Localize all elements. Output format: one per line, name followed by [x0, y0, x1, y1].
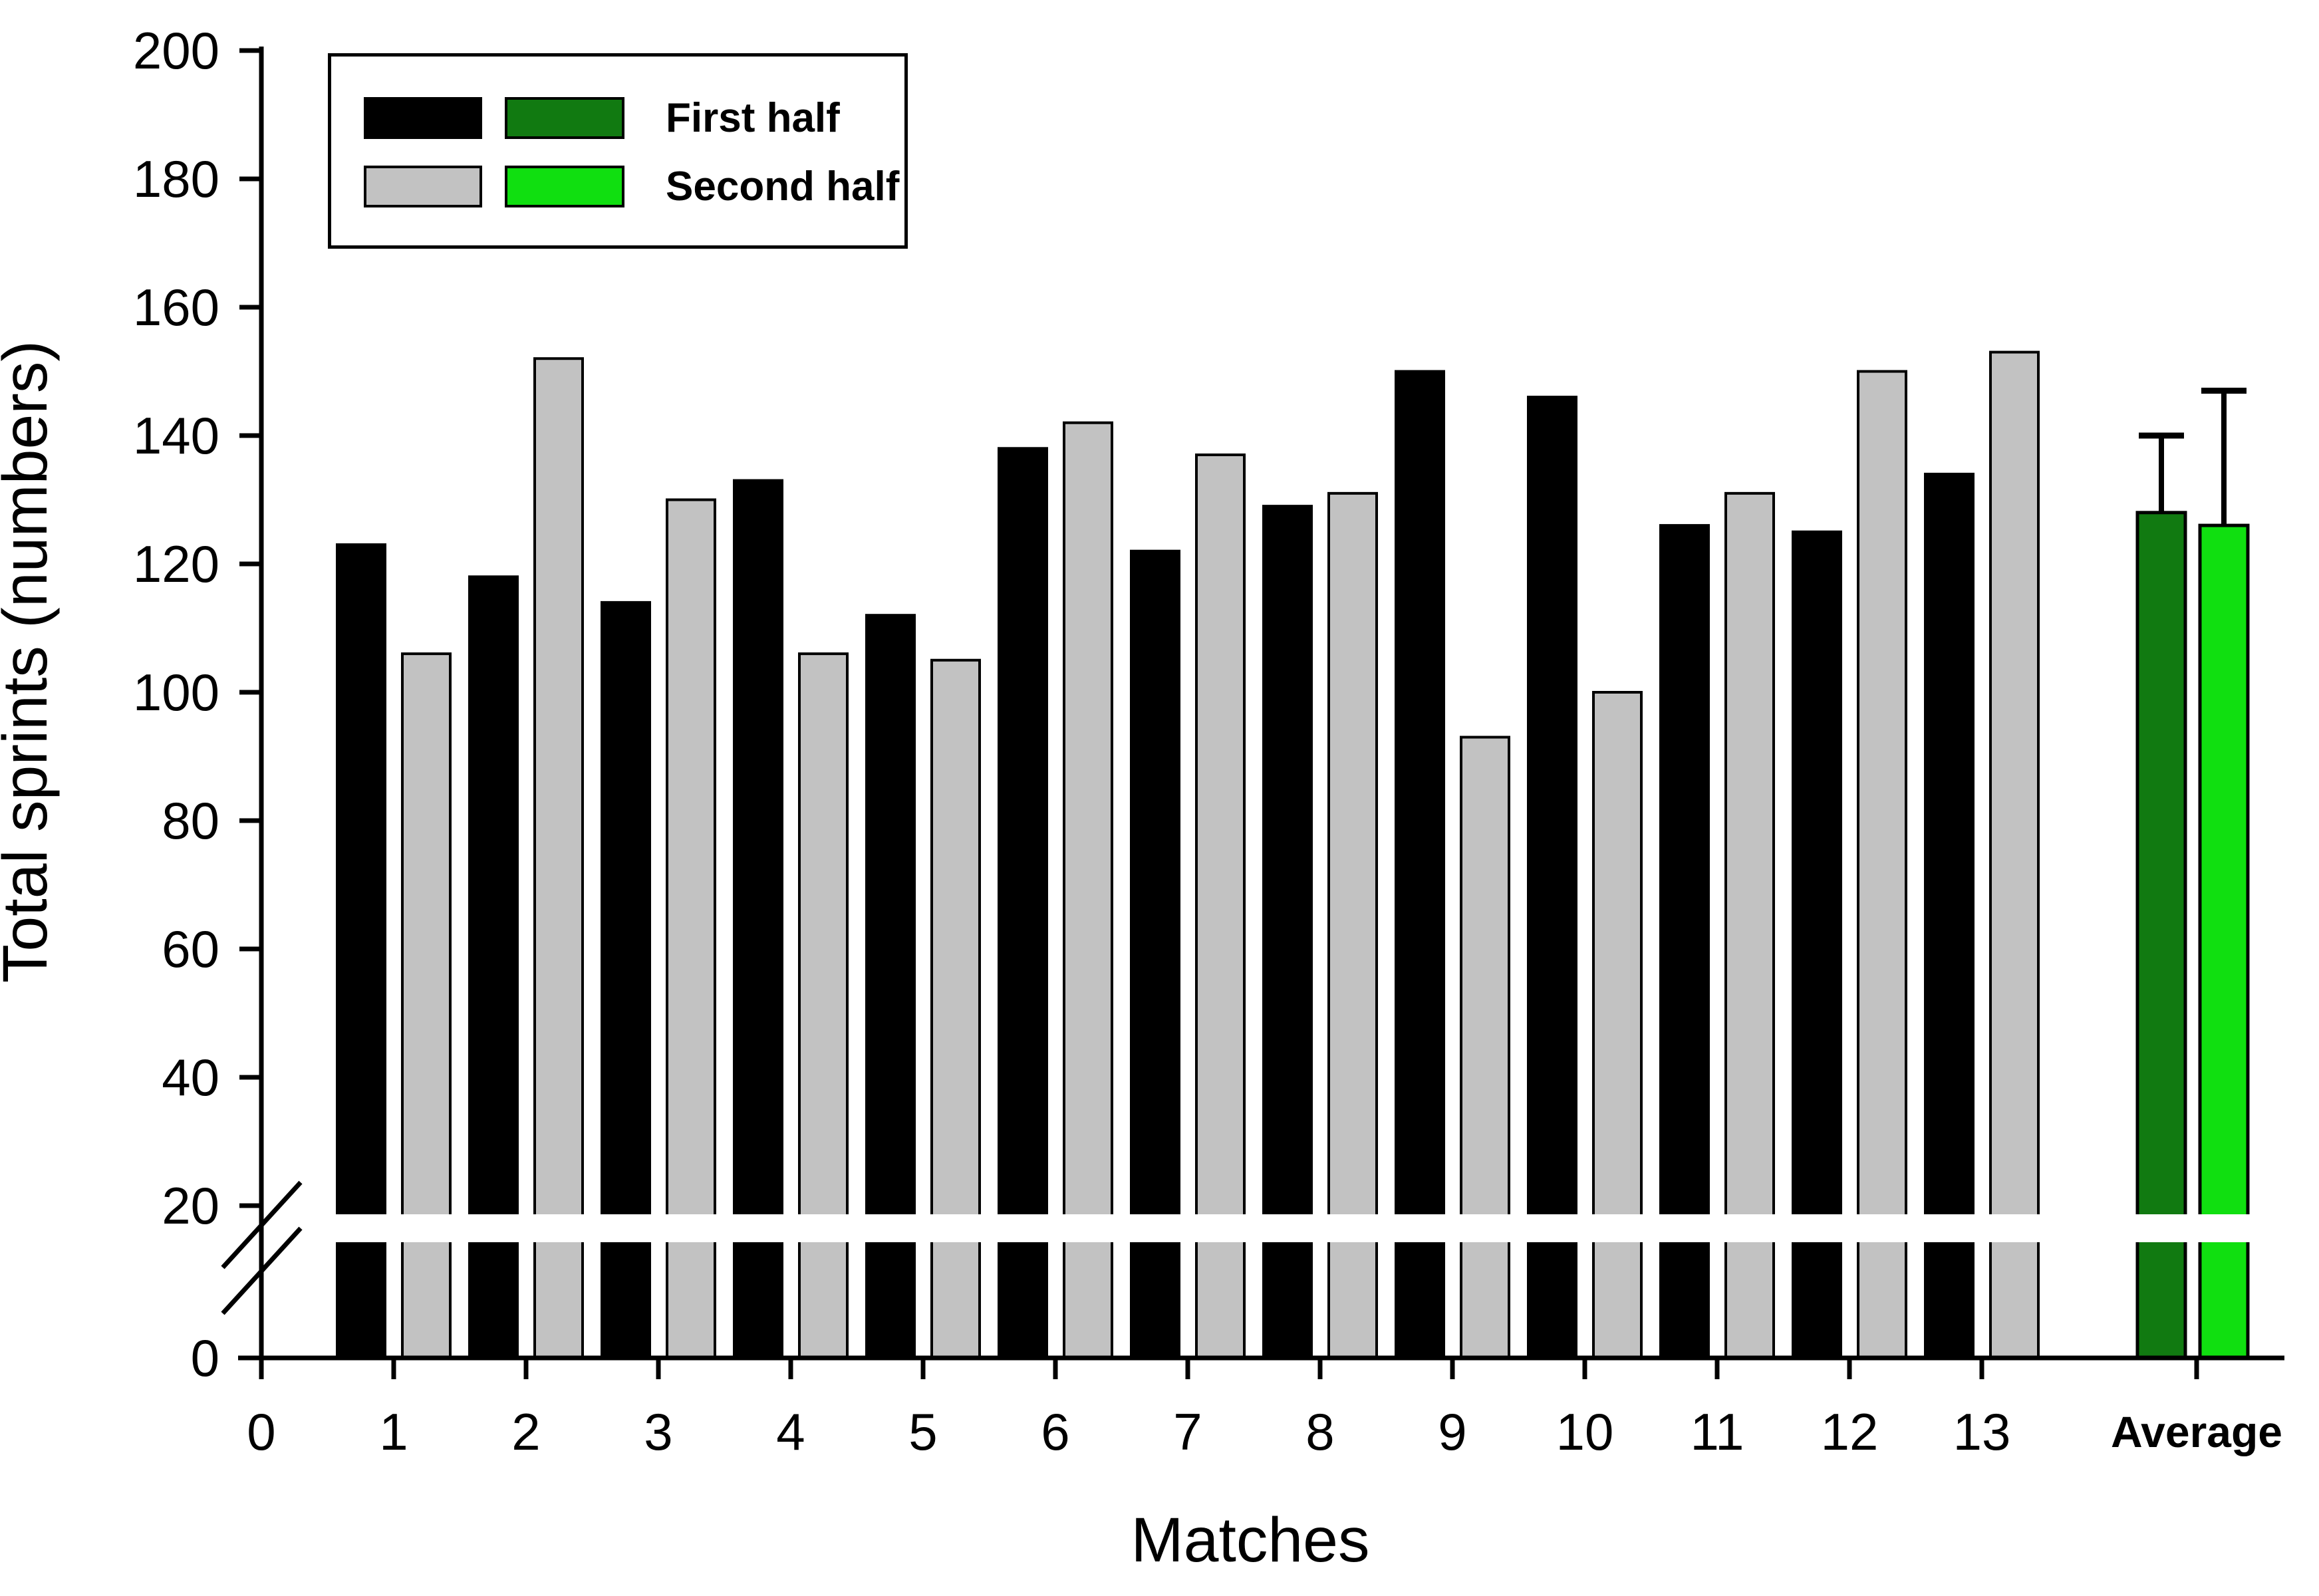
x-tick-label-12: 12: [1821, 1402, 1879, 1461]
bar-second-half-7: [1195, 453, 1246, 1360]
x-tick-label-3: 3: [644, 1402, 672, 1461]
x-tick-label-11: 11: [1691, 1402, 1744, 1461]
x-axis-title: Matches: [1131, 1505, 1370, 1575]
legend-swatch-first-half-average: [505, 97, 624, 139]
legend-label-second-half: Second half: [666, 164, 900, 209]
y-tick-label-20: 20: [162, 1176, 219, 1235]
y-tick-label-140: 140: [133, 406, 219, 465]
legend-label-first-half: First half: [666, 95, 840, 141]
bar-second-half-4: [798, 652, 849, 1359]
bar-first-half-9: [1395, 370, 1445, 1359]
bar-first-half-5: [865, 614, 916, 1360]
bar-first-half-10: [1527, 396, 1577, 1359]
axis-break-band: [276, 1214, 2284, 1242]
x-tick-label-9: 9: [1438, 1402, 1466, 1461]
x-tick-label-6: 6: [1041, 1402, 1069, 1461]
legend-swatch-second-half-match: [364, 166, 482, 207]
bar-second-half-11: [1724, 491, 1775, 1359]
bar-second-half-12: [1857, 370, 1907, 1359]
y-tick-label-180: 180: [133, 150, 219, 208]
y-tick-label-160: 160: [133, 278, 219, 336]
x-tick-label-7: 7: [1173, 1402, 1202, 1461]
legend-row-second-half: Second half: [364, 164, 900, 209]
bar-second-half-8: [1327, 491, 1378, 1359]
x-tick-label-average: Average: [2111, 1407, 2282, 1456]
y-tick-label-200: 200: [133, 21, 219, 80]
bar-second-half-2: [533, 357, 584, 1360]
y-tick-label-40: 40: [162, 1048, 219, 1107]
bar-second-half-10: [1592, 691, 1643, 1359]
y-tick-label-120: 120: [133, 535, 219, 593]
x-tick-label-1: 1: [379, 1402, 408, 1461]
y-tick-label-100: 100: [133, 663, 219, 722]
x-tick-label-8: 8: [1305, 1402, 1334, 1461]
legend-swatch-first-half-match: [364, 97, 482, 139]
y-tick-label-60: 60: [162, 920, 219, 978]
bar-second-half-13: [1989, 350, 2040, 1359]
y-axis-title: Total sprints (numbers): [0, 340, 61, 984]
x-tick-label-4: 4: [776, 1402, 805, 1461]
legend-swatch-second-half-average: [505, 166, 624, 207]
bar-second-half-9: [1460, 735, 1510, 1360]
bar-first-half-3: [601, 600, 651, 1359]
legend-row-first-half: First half: [364, 95, 840, 141]
x-tick-label-10: 10: [1556, 1402, 1614, 1461]
bar-second-half-6: [1063, 421, 1113, 1360]
y-tick-label-0: 0: [191, 1329, 219, 1387]
x-tick-label-13: 13: [1953, 1402, 2011, 1461]
bar-second-half-1: [401, 652, 452, 1359]
legend: First half Second half: [328, 53, 908, 249]
y-tick-label-80: 80: [162, 791, 219, 850]
x-tick-label-2: 2: [511, 1402, 540, 1461]
bar-first-half-6: [998, 447, 1048, 1359]
x-tick-label-5: 5: [908, 1402, 937, 1461]
bar-second-half-5: [930, 658, 981, 1359]
x-tick-label-0: 0: [247, 1402, 275, 1461]
